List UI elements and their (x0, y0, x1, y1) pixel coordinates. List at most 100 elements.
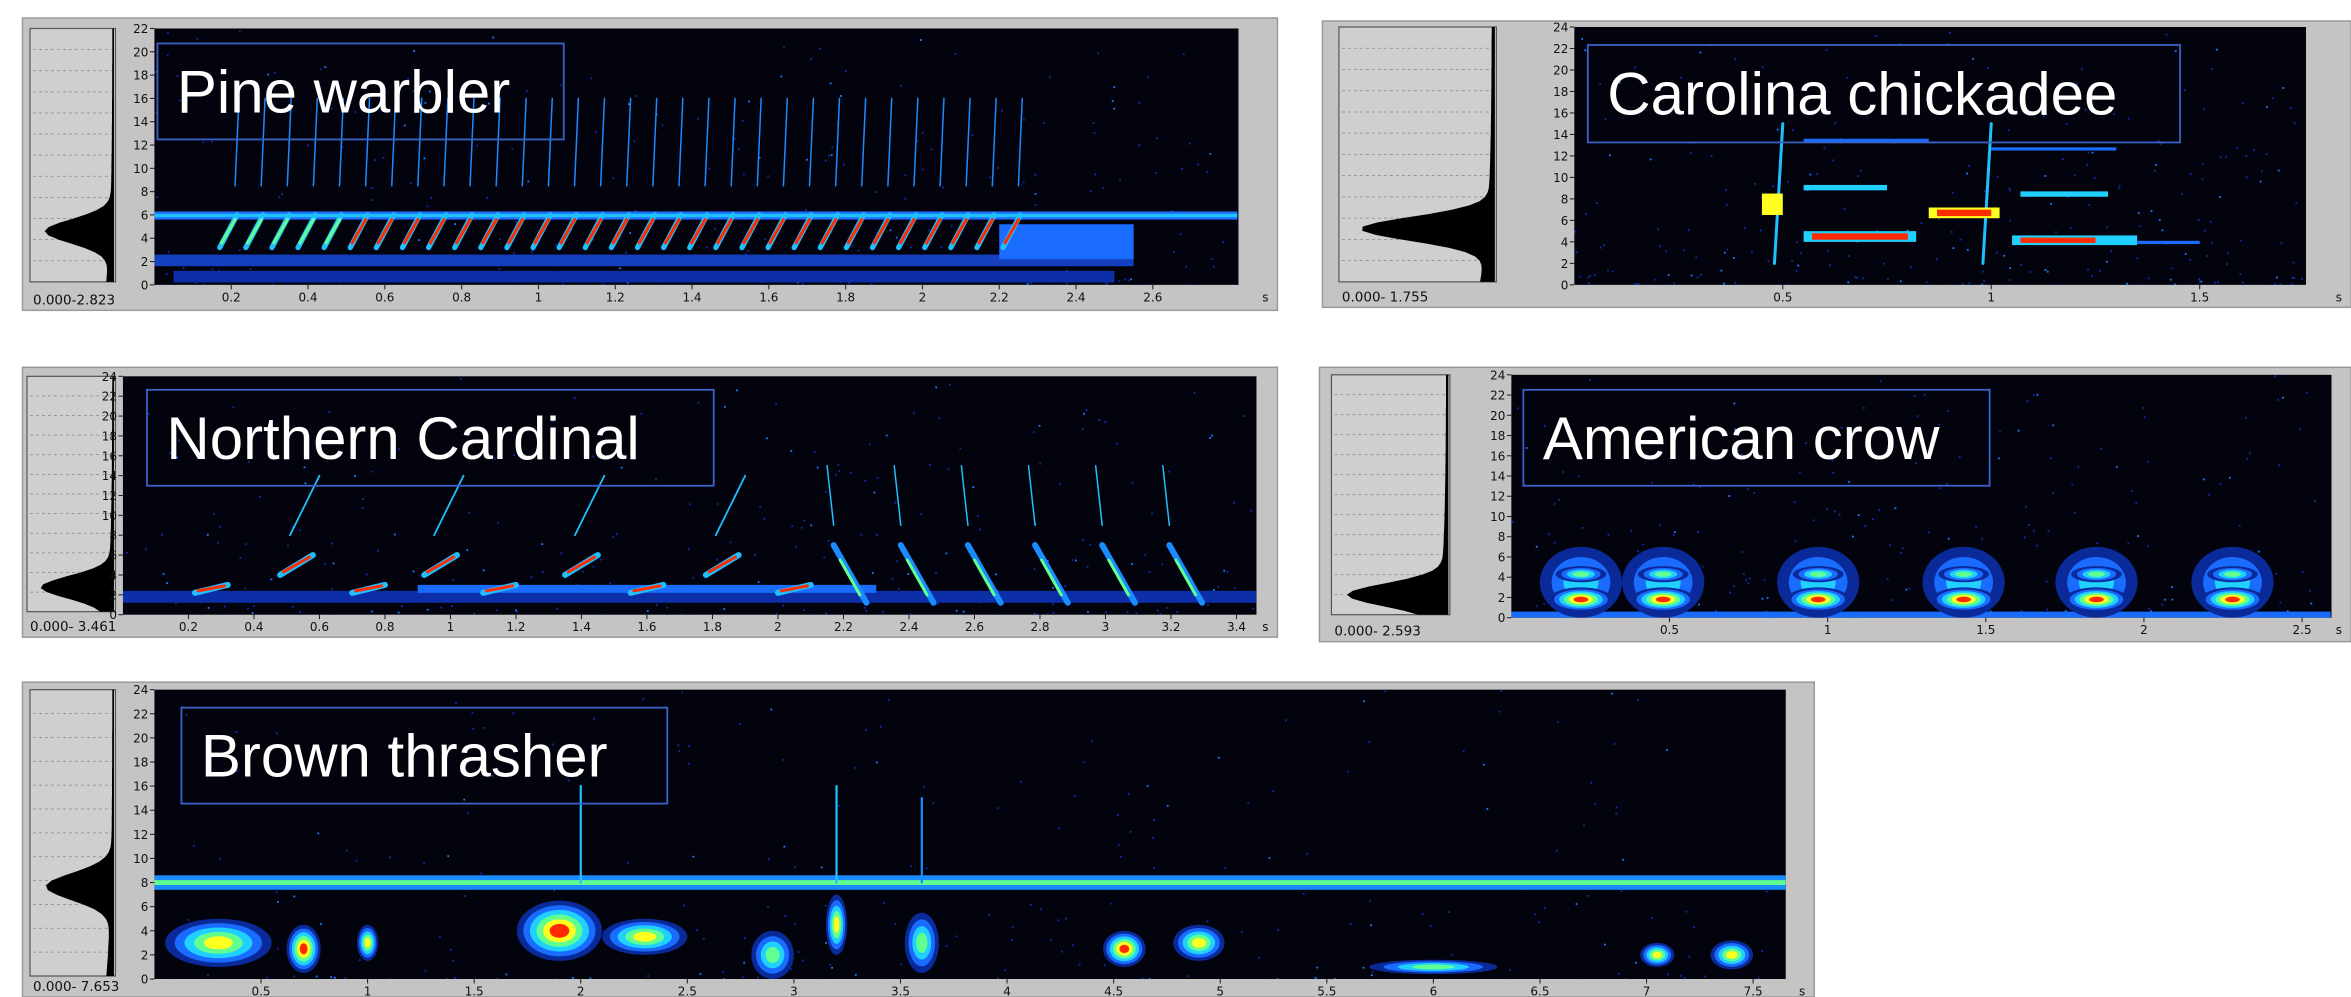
noise (1872, 518, 1874, 520)
species-title: Northern Cardinal (166, 405, 639, 472)
noise (1860, 170, 1862, 172)
noise (1027, 283, 1029, 285)
y-tick-label: 12 (133, 828, 148, 842)
syllable (1655, 571, 1672, 576)
x-tick-label: 7.5 (1744, 985, 1763, 997)
noise (882, 611, 884, 613)
noise (1611, 693, 1613, 695)
noise (451, 605, 453, 607)
noise (757, 977, 759, 979)
noise (472, 712, 474, 714)
noise (831, 154, 833, 156)
noise (346, 850, 348, 852)
noise (331, 543, 333, 545)
band (1804, 185, 1887, 190)
noise (430, 197, 432, 199)
y-tick-label: 24 (1490, 368, 1505, 382)
noise (865, 610, 867, 612)
noise (2175, 50, 2177, 52)
y-tick-label: 14 (1490, 470, 1505, 484)
noise (825, 491, 827, 493)
noise (929, 464, 931, 466)
noise (656, 604, 658, 606)
noise (1155, 172, 1157, 174)
x-tick-label: 1.2 (606, 290, 625, 304)
x-tick-label: 0.2 (179, 620, 198, 634)
noise (1034, 568, 1036, 570)
band (1511, 612, 2330, 618)
noise (1072, 944, 1074, 946)
band (154, 880, 1785, 885)
x-tick-label: 5 (1216, 985, 1224, 997)
noise (1075, 560, 1077, 562)
noise (2091, 275, 2093, 277)
noise (1079, 964, 1081, 966)
noise (1113, 108, 1115, 110)
noise (2046, 609, 2048, 611)
noise (1651, 917, 1653, 919)
noise (835, 474, 837, 476)
noise (1463, 750, 1465, 752)
noise (1895, 507, 1897, 509)
species-title: Brown thrasher (201, 723, 608, 790)
x-tick-label: 1 (364, 985, 372, 997)
noise (692, 577, 694, 579)
noise (647, 610, 649, 612)
noise (2281, 242, 2283, 244)
noise (320, 923, 322, 925)
noise (1665, 250, 1667, 252)
noise (1727, 249, 1729, 251)
noise (662, 124, 664, 126)
noise (744, 937, 746, 939)
noise (486, 197, 488, 199)
noise (2226, 263, 2228, 265)
noise (2266, 153, 2268, 155)
x-tick-label: 1.8 (703, 620, 722, 634)
noise (995, 573, 997, 575)
noise (1996, 252, 1998, 254)
y-tick-label: 0 (141, 278, 149, 292)
noise (2052, 492, 2054, 494)
noise (1209, 437, 1211, 439)
y-tick-label: 18 (102, 429, 117, 443)
noise (2280, 283, 2282, 285)
noise (724, 406, 726, 408)
noise (780, 76, 782, 78)
noise (1622, 859, 1624, 861)
noise (2009, 190, 2011, 192)
noise (2245, 155, 2247, 157)
noise (1800, 252, 1802, 254)
noise (1642, 544, 1644, 546)
noise (861, 534, 863, 536)
noise (2100, 448, 2102, 450)
noise (802, 283, 804, 285)
y-tick-label: 14 (133, 115, 148, 129)
noise (247, 608, 249, 610)
noise (595, 131, 597, 133)
noise (931, 149, 933, 151)
noise (888, 699, 890, 701)
noise (413, 50, 415, 52)
x-tick-label: 4.5 (1104, 985, 1123, 997)
noise (506, 974, 508, 976)
noise (1059, 483, 1061, 485)
x-tick-label: 1.5 (465, 985, 484, 997)
noise (1020, 781, 1022, 783)
noise (1149, 571, 1151, 573)
noise (1089, 544, 1091, 546)
noise (1582, 527, 1584, 529)
noise (1914, 395, 1916, 397)
syllable (916, 933, 927, 953)
noise (900, 964, 902, 966)
noise (1157, 610, 1159, 612)
noise (1118, 844, 1120, 846)
noise (188, 919, 190, 921)
noise (1251, 510, 1253, 512)
noise (1753, 492, 1755, 494)
noise (2118, 187, 2120, 189)
x-tick-label: 2 (774, 620, 782, 634)
noise (591, 77, 593, 79)
syllable (765, 947, 779, 963)
noise (582, 571, 584, 573)
noise (1071, 559, 1073, 561)
